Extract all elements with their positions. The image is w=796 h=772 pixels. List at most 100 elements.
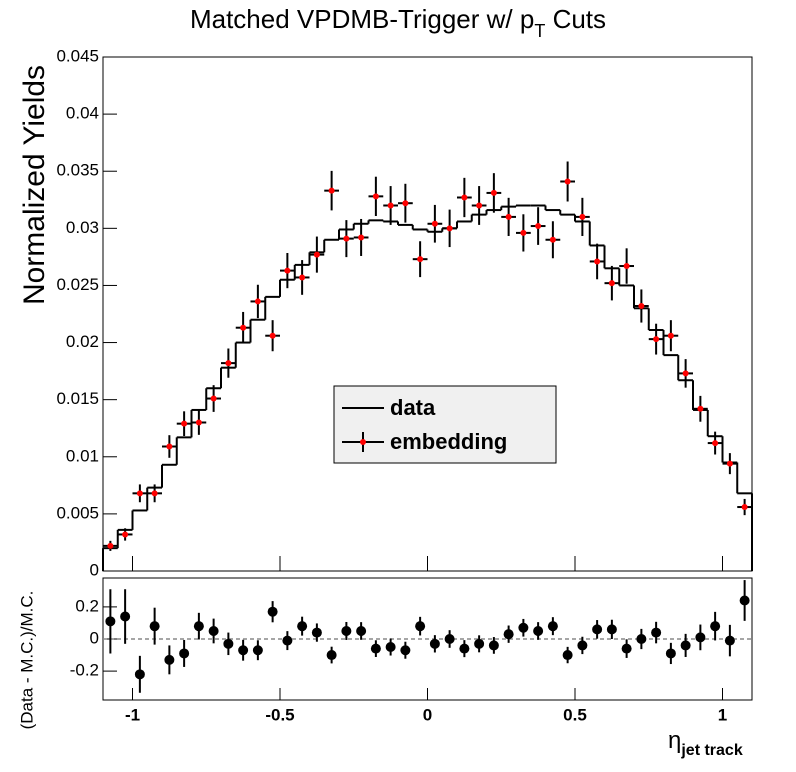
legend-label: embedding <box>390 429 507 454</box>
marker <box>400 645 411 656</box>
legend-label: data <box>390 395 436 420</box>
marker <box>564 178 571 185</box>
marker <box>134 669 145 680</box>
marker <box>356 625 367 636</box>
marker <box>252 645 263 656</box>
marker <box>461 194 468 201</box>
marker <box>240 324 247 331</box>
marker <box>370 643 381 654</box>
marker <box>741 504 748 511</box>
marker <box>665 648 676 659</box>
marker <box>402 200 409 207</box>
marker <box>313 251 320 258</box>
marker <box>372 193 379 200</box>
y-axis-label: Normalized Yields <box>18 65 51 305</box>
y-tick-label: 0.02 <box>66 332 99 351</box>
marker <box>697 405 704 412</box>
marker <box>726 460 733 467</box>
y-tick-label: 0.01 <box>66 446 99 465</box>
marker <box>724 635 735 646</box>
marker <box>269 332 276 339</box>
marker <box>680 640 691 651</box>
marker <box>549 236 556 243</box>
marker <box>254 298 261 305</box>
marker <box>299 274 306 281</box>
marker <box>490 189 497 196</box>
y-tick-label: 0.04 <box>66 104 99 123</box>
marker <box>238 645 249 656</box>
marker <box>151 490 158 497</box>
marker <box>417 256 424 263</box>
marker <box>223 638 234 649</box>
marker <box>164 654 175 665</box>
marker <box>695 632 706 643</box>
marker <box>446 225 453 232</box>
y-tick-label: -0.2 <box>70 661 99 680</box>
marker <box>282 635 293 646</box>
marker <box>653 336 660 343</box>
y-tick-label: 0.2 <box>75 596 99 615</box>
marker <box>431 220 438 227</box>
marker <box>606 624 617 635</box>
marker <box>623 263 630 270</box>
marker <box>503 629 514 640</box>
marker <box>387 202 394 209</box>
y-tick-label: 0.025 <box>56 275 99 294</box>
marker <box>562 650 573 661</box>
marker <box>444 634 455 644</box>
title-text: Matched VPDMB-Trigger w/ p <box>190 4 534 34</box>
title-subscript: T <box>534 21 545 41</box>
marker <box>122 531 129 538</box>
y-tick-label: 0.035 <box>56 161 99 180</box>
marker <box>311 627 322 638</box>
marker <box>341 625 352 636</box>
marker <box>195 419 202 426</box>
marker <box>682 370 689 377</box>
marker <box>518 622 529 633</box>
y-tick-label: 0.005 <box>56 503 99 522</box>
marker <box>710 621 721 632</box>
title-text: Cuts <box>545 4 606 34</box>
marker <box>533 625 544 636</box>
marker <box>149 621 160 632</box>
ratio-y-axis-label: (Data - M.C.)/M.C. <box>17 591 36 730</box>
marker <box>107 542 114 549</box>
marker <box>474 638 485 649</box>
marker <box>385 642 396 653</box>
marker <box>476 202 483 209</box>
y-tick-label: 0 <box>90 628 99 647</box>
marker <box>179 648 190 659</box>
y-tick-label: 0 <box>90 560 99 579</box>
marker <box>297 621 308 632</box>
marker <box>547 621 558 632</box>
marker <box>577 640 588 651</box>
marker <box>166 443 173 450</box>
marker <box>120 611 131 622</box>
marker <box>429 638 440 649</box>
marker <box>520 229 527 236</box>
x-tick-label: 1 <box>718 705 727 724</box>
x-label-subscript: jet track <box>680 742 742 759</box>
marker <box>594 258 601 265</box>
marker <box>136 490 143 497</box>
x-tick-label: -0.5 <box>265 705 294 724</box>
x-label-symbol: η <box>668 727 681 754</box>
marker <box>459 643 470 654</box>
y-tick-label: 0.03 <box>66 218 99 237</box>
marker <box>579 213 586 220</box>
y-tick-label: 0.045 <box>56 46 99 65</box>
marker <box>535 223 542 230</box>
marker <box>343 235 350 242</box>
marker <box>638 303 645 310</box>
x-tick-label: 0 <box>423 705 432 724</box>
marker <box>267 606 278 617</box>
marker <box>667 332 674 339</box>
marker <box>592 624 603 635</box>
legend-box <box>333 385 557 464</box>
marker <box>712 440 719 447</box>
x-axis-label: ηjet track <box>668 727 743 759</box>
marker <box>358 234 365 241</box>
marker <box>636 634 647 644</box>
legend-marker <box>360 439 366 445</box>
